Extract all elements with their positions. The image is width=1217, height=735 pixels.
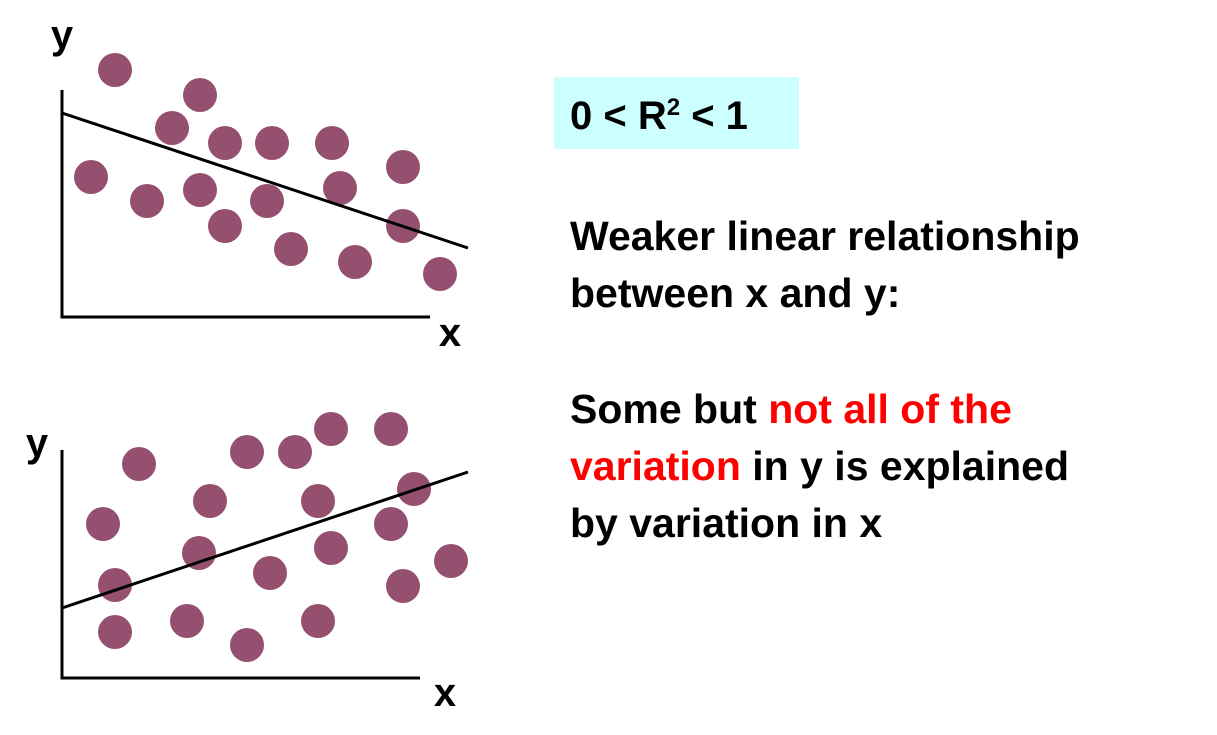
dot: [155, 111, 189, 145]
dot: [130, 184, 164, 218]
text-block: Weaker linear relationship between x and …: [570, 213, 1080, 546]
dot: [86, 507, 120, 541]
dot: [230, 628, 264, 662]
heading-line: Weaker linear relationship: [570, 213, 1080, 259]
explanation-segment: Some but: [570, 386, 768, 432]
dot: [208, 126, 242, 160]
dot: [274, 232, 308, 266]
y-axis-label: y: [26, 421, 49, 465]
formula-base: 0 < R: [570, 94, 667, 138]
dots: [86, 412, 468, 662]
dot: [74, 160, 108, 194]
dot: [434, 544, 468, 578]
dot: [183, 78, 217, 112]
dot: [98, 615, 132, 649]
axes: [60, 90, 430, 319]
heading-line: between x and y:: [570, 270, 900, 316]
dot: [301, 604, 335, 638]
dot: [250, 184, 284, 218]
dot: [193, 484, 227, 518]
dot: [386, 569, 420, 603]
explanation-line: by variation in x: [570, 500, 882, 546]
dot: [253, 556, 287, 590]
explanation-segment: not all of the: [768, 386, 1012, 432]
axes: [60, 450, 420, 680]
dot: [314, 531, 348, 565]
explanation-line: variation in y is explained: [570, 443, 1069, 489]
dot: [122, 447, 156, 481]
explanation-segment: by variation in x: [570, 500, 882, 546]
dot: [182, 536, 216, 570]
scatter-plot-top: y x: [51, 13, 469, 355]
formula-tail: < 1: [680, 94, 748, 138]
dot: [301, 484, 335, 518]
dot: [230, 435, 264, 469]
dots: [74, 53, 457, 291]
dot: [374, 412, 408, 446]
dot: [338, 245, 372, 279]
explanation-segment: in y is explained: [741, 443, 1069, 489]
x-axis-label: x: [439, 311, 461, 355]
formula-exponent: 2: [667, 94, 680, 121]
formula-box: [554, 77, 799, 149]
regression-line: [61, 111, 469, 250]
explanation-line: Some but not all of the: [570, 386, 1012, 432]
dot: [255, 126, 289, 160]
dot: [323, 171, 357, 205]
dot: [423, 257, 457, 291]
dot: [278, 435, 312, 469]
dot: [183, 173, 217, 207]
dot: [98, 53, 132, 87]
formula: 0 < R2 < 1: [570, 94, 748, 138]
dot: [314, 412, 348, 446]
scatter-plot-bottom: y x: [26, 412, 469, 715]
dot: [315, 126, 349, 160]
regression-line: [61, 470, 469, 610]
dot: [170, 604, 204, 638]
x-axis-label: x: [434, 671, 456, 715]
dot: [374, 507, 408, 541]
dot: [208, 209, 242, 243]
dot: [386, 150, 420, 184]
explanation-segment: variation: [570, 443, 741, 489]
y-axis-label: y: [51, 13, 74, 57]
